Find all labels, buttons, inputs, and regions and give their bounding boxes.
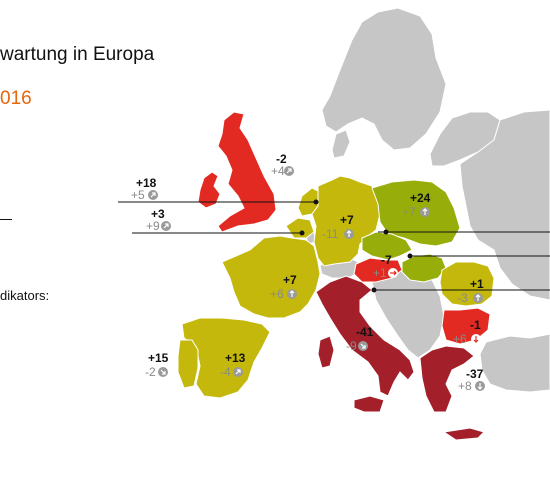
greece-value: -37 [466,367,484,381]
trend-up-icon [420,207,430,217]
trend-right-icon [388,268,398,278]
denmark-shape [331,129,351,159]
netherlands-value: -2 [276,152,287,166]
label-spain: +13 -4 [220,351,246,379]
legend-heading: dikators: [0,288,50,303]
label-poland: +24 +7 [402,191,431,219]
trend-up-icon [344,229,354,239]
ireland-shape [197,171,221,209]
uk-value: +18 [136,176,157,190]
france-previous: +6 [270,287,284,301]
trend-up-icon [287,289,297,299]
trend-down-right-icon [358,341,368,351]
trend-down-icon [475,381,485,391]
trend-up-icon [473,293,483,303]
label-greece: -37 +8 [458,367,485,393]
trend-up-right-icon [233,367,243,377]
romania-value: +1 [470,277,484,291]
label-italy: -41 -9 [346,325,374,353]
label-france: +7 +6 [270,273,297,301]
poland-previous: +7 [402,205,416,219]
hungary-shape [401,253,447,283]
label-bulgaria: -1 +6 [453,318,481,346]
trend-up-right-icon [161,221,171,231]
belgium-previous: +9 [146,219,160,233]
germany-previous: -11 [322,227,339,241]
poland-value: +24 [410,191,431,205]
trend-up-right-icon [284,166,294,176]
legend-dash [0,219,12,220]
sardinia-shape [317,335,335,369]
bulgaria-previous: +6 [453,332,467,346]
portugal-value: +15 [148,351,169,365]
crete-shape [442,427,485,441]
scandinavia-shape [321,7,447,151]
eastern-shape [459,109,550,301]
sicily-shape [353,395,385,413]
label-uk: +18 +5 [131,176,158,202]
poland-shape [371,179,461,247]
uk-shape [217,111,277,233]
leader-lines [118,199,550,293]
spain-previous: -4 [220,365,231,379]
netherlands-previous: +4 [271,164,285,178]
france-value: +7 [283,273,297,287]
austria-previous: +1 [373,266,387,280]
germany-shape [311,175,381,267]
portugal-shape [177,339,199,389]
greece-previous: +8 [458,379,472,393]
trend-down-icon [471,334,481,344]
label-austria: -7 +1 [373,253,398,280]
spain-shape [181,317,271,399]
bulgaria-value: -1 [470,318,481,332]
france-shape [221,235,321,319]
label-portugal: +15 -2 [145,351,169,379]
belgium-shape [285,217,315,239]
map-title: wartung in Europa [0,44,155,65]
germany-value: +7 [340,213,354,227]
romania-previous: -3 [457,291,468,305]
neutral-countries [305,7,550,393]
trend-down-right-icon [158,367,168,377]
italy-shape [315,275,415,397]
label-belgium: +3 +9 [146,207,171,233]
italy-value: -41 [356,325,374,339]
greece-shape [419,345,475,413]
portugal-previous: -2 [145,365,156,379]
turkey-shape [479,333,550,393]
uk-previous: +5 [131,188,145,202]
italy-previous: -9 [346,339,357,353]
label-germany: +7 -11 [322,213,354,241]
map-subtitle: 016 [0,88,32,109]
spain-value: +13 [225,351,246,365]
value-labels: +18 +5 -2 +4 +3 +9 +7 -11 +24 +7 -7 +1 [131,152,485,393]
label-romania: +1 -3 [457,277,484,305]
label-netherlands: -2 +4 [271,152,294,178]
belgium-value: +3 [151,207,165,221]
austria-value: -7 [381,253,392,267]
trend-up-right-icon [148,190,158,200]
